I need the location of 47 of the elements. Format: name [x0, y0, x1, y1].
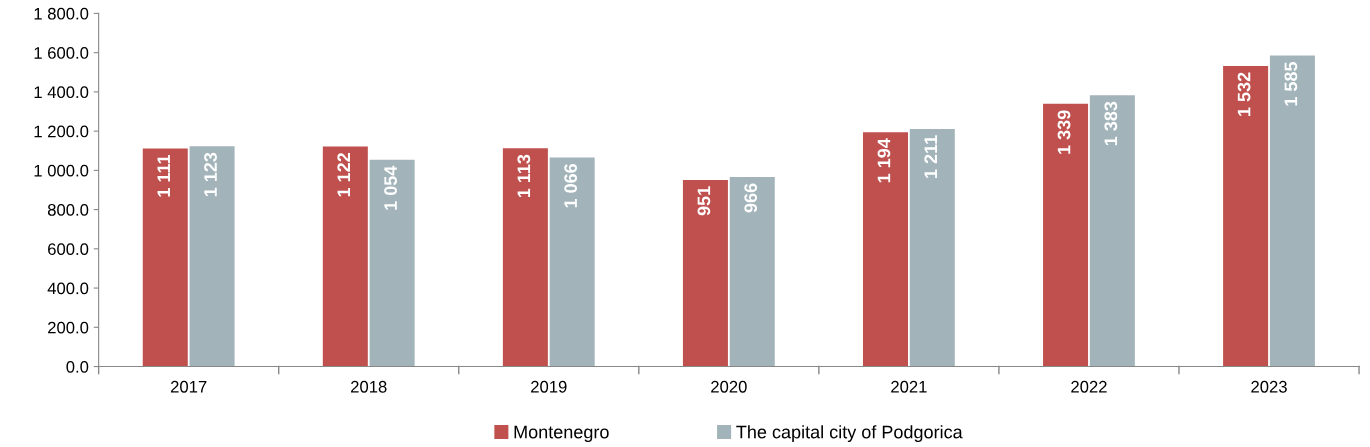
data-label: 966 — [744, 183, 758, 213]
data-label: 1 339 — [1057, 110, 1071, 154]
bar — [862, 132, 908, 367]
x-tick-label: 2022 — [1071, 380, 1107, 393]
data-label: 1 111 — [157, 154, 170, 197]
data-label: 1 066 — [564, 163, 578, 208]
data-label: 1 122 — [337, 153, 350, 197]
bar — [1089, 95, 1135, 367]
x-tick-label: 2020 — [711, 380, 747, 393]
x-tick-label: 2017 — [170, 380, 207, 393]
y-tick-label: 1 800.0 — [34, 7, 89, 20]
data-label: 1 054 — [384, 165, 397, 210]
data-label: 1 113 — [517, 154, 531, 198]
x-tick-label: 2018 — [351, 380, 387, 393]
y-tick-label: 600.0 — [48, 243, 89, 256]
x-tick-label: 2019 — [531, 380, 567, 393]
bar — [142, 148, 188, 367]
bar — [549, 157, 595, 367]
bar — [322, 146, 368, 367]
y-tick-label: 1 200.0 — [34, 125, 89, 138]
bar — [682, 179, 728, 367]
data-label: 1 383 — [1104, 101, 1118, 146]
data-label: 1 585 — [1284, 61, 1298, 106]
y-tick-label: 200.0 — [48, 321, 89, 334]
bar — [729, 177, 775, 367]
y-tick-label: 1 000.0 — [34, 164, 89, 177]
bar — [1043, 103, 1089, 367]
y-tick-label: 0.0 — [66, 360, 89, 373]
bar — [1223, 65, 1269, 367]
y-tick-label: 1 400.0 — [34, 86, 89, 99]
data-label: 951 — [697, 186, 711, 216]
y-tick-label: 1 600.0 — [34, 47, 89, 59]
bar — [369, 159, 415, 367]
data-label: 1 123 — [204, 152, 217, 197]
bar — [502, 148, 548, 367]
x-tick-label: 2023 — [1251, 380, 1287, 393]
y-tick-label: 400.0 — [47, 282, 89, 295]
data-label: 1 532 — [1237, 72, 1251, 116]
y-tick-label: 800.0 — [47, 203, 89, 216]
bar — [1269, 55, 1315, 367]
legend-label: Montenegro — [514, 425, 609, 442]
data-label: 1 211 — [924, 135, 937, 178]
x-tick-label: 2021 — [891, 380, 927, 393]
bar — [909, 128, 955, 367]
data-label: 1 194 — [877, 138, 891, 183]
bar — [189, 146, 235, 367]
legend-label: The capital city of Podgorica — [736, 425, 963, 442]
